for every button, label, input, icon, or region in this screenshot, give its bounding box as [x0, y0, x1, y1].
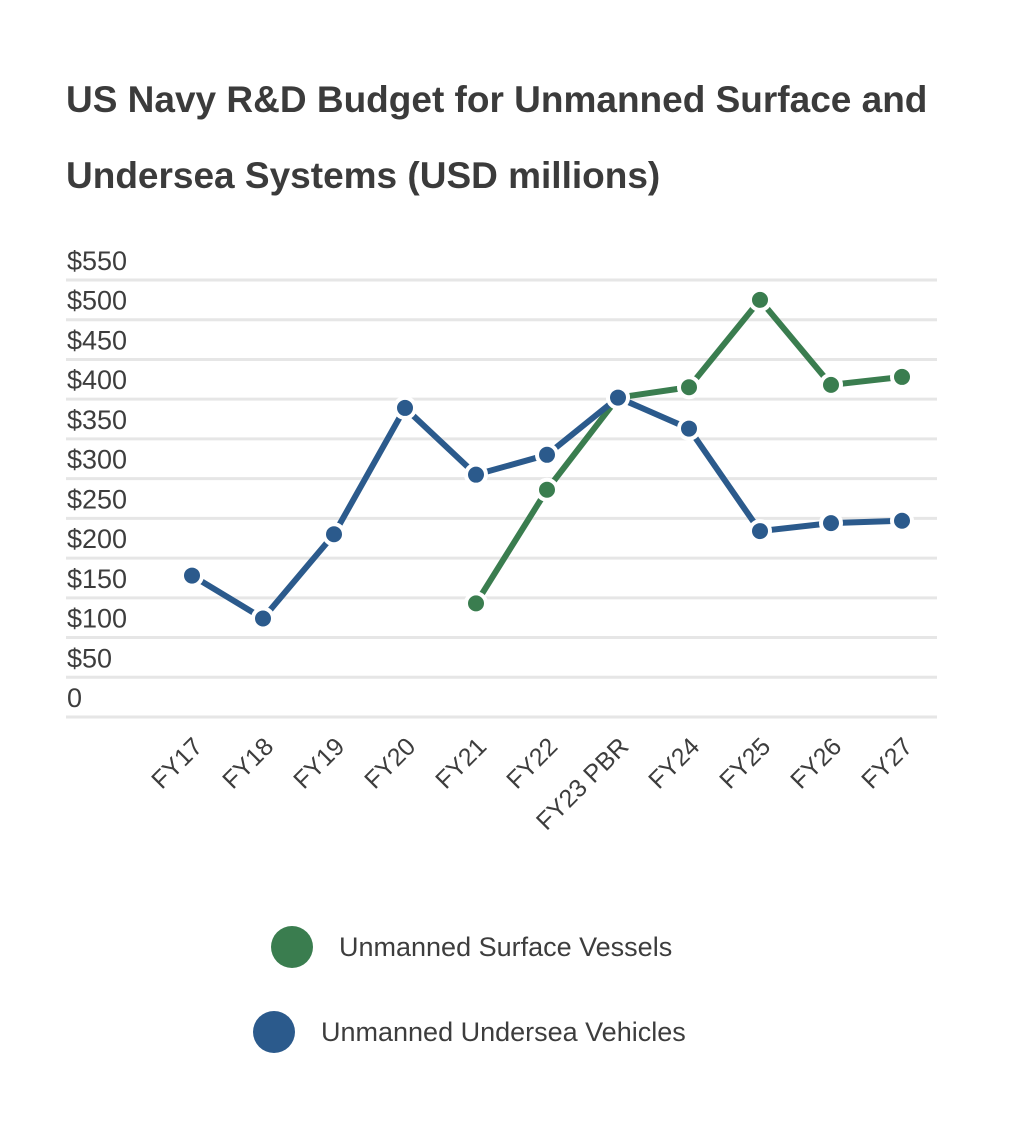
series-segment-undersea	[402, 405, 479, 477]
data-point-surface	[819, 372, 843, 397]
series-segment-undersea	[475, 451, 548, 478]
legend-marker-undersea	[253, 1011, 295, 1053]
y-tick-label: $400	[67, 365, 127, 395]
legend-marker-surface	[271, 926, 313, 968]
x-tick-label: FY21	[430, 732, 492, 794]
y-tick-label: 0	[67, 683, 82, 713]
y-tick-label: $350	[67, 405, 127, 435]
legend-item-undersea: Unmanned Undersea Vehicles	[253, 1011, 686, 1053]
y-tick-label: $100	[67, 604, 127, 634]
series-segment-undersea	[686, 426, 763, 533]
legend-label-surface: Unmanned Surface Vessels	[339, 931, 673, 962]
data-point-undersea	[180, 563, 204, 588]
series-segment-undersea	[331, 406, 408, 536]
data-point-surface	[890, 364, 914, 389]
data-point-undersea	[606, 385, 630, 410]
x-tick-label: FY22	[501, 732, 563, 794]
y-tick-label: $550	[67, 246, 127, 276]
chart-title: US Navy R&D Budget for Unmanned Surface …	[66, 79, 928, 196]
y-tick-label: $250	[67, 484, 127, 514]
data-point-undersea	[890, 508, 914, 533]
series-segment-undersea	[545, 395, 620, 458]
x-tick-label: FY25	[714, 732, 776, 794]
series-segment-surface	[757, 297, 834, 387]
data-point-surface	[464, 591, 488, 616]
x-tick-label: FY19	[288, 732, 350, 794]
legend-label-undersea: Unmanned Undersea Vehicles	[321, 1016, 686, 1047]
series-segment-undersea	[190, 573, 265, 622]
x-tick-label: FY18	[217, 732, 279, 794]
x-tick-label: FY26	[785, 732, 847, 794]
series-segment-surface	[686, 297, 763, 390]
x-tick-label: FY24	[643, 732, 705, 794]
y-tick-label: $300	[67, 445, 127, 475]
y-tick-label: $450	[67, 325, 127, 355]
y-tick-label: $50	[67, 643, 112, 673]
y-tick-label: $200	[67, 524, 127, 554]
series-segment-surface	[544, 395, 621, 492]
data-point-undersea	[251, 606, 275, 631]
data-point-undersea	[748, 519, 772, 544]
line-chart: 0 $50 $100 $150 $200 $250 $300 $350 $400 $450 $500…	[66, 246, 937, 836]
y-tick-label: $500	[67, 286, 127, 316]
data-point-surface	[748, 287, 772, 312]
data-point-surface	[535, 477, 559, 502]
x-tick-label: FY20	[359, 732, 421, 794]
data-point-undersea	[322, 522, 346, 547]
data-point-undersea	[535, 442, 559, 467]
x-tick-label: FY17	[146, 732, 208, 794]
data-point-surface	[677, 375, 701, 400]
data-point-undersea	[393, 395, 417, 420]
data-point-undersea	[819, 511, 843, 536]
series-segment-undersea	[616, 394, 691, 432]
x-tick-label: FY27	[856, 732, 918, 794]
series-segment-undersea	[260, 532, 337, 621]
series-segment-surface	[473, 488, 550, 605]
legend-item-surface: Unmanned Surface Vessels	[271, 926, 672, 968]
y-tick-label: $150	[67, 564, 127, 594]
data-point-undersea	[677, 416, 701, 441]
data-point-undersea	[464, 462, 488, 487]
